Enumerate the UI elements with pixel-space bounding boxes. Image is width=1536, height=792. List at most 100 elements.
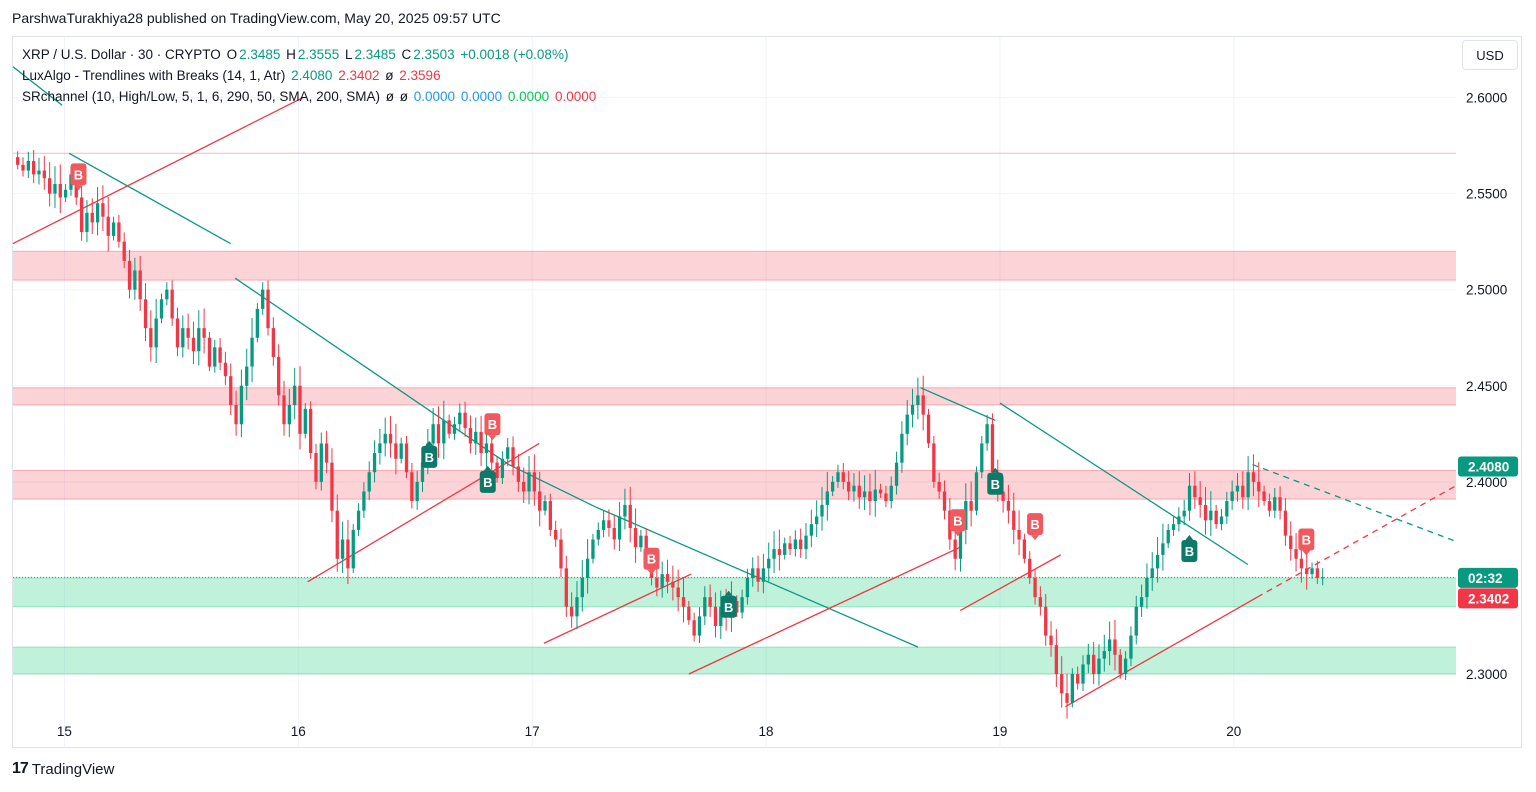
candle-body [207,337,212,367]
candle-body [697,616,702,636]
candle-body [16,157,20,165]
candle-body [37,170,41,175]
candle-body [388,433,393,444]
tradingview-wordmark: TradingView [31,760,115,778]
price-axis: 2.6000 2.5500 2.5000 2.4500 2.4000 2.3000 [1466,91,1507,682]
break-signal-bullish: B [421,440,438,468]
candle-body [1321,577,1325,579]
candle-body [1315,568,1320,578]
candle-body [788,543,792,550]
candle-body [799,539,803,550]
candle-body [239,385,244,425]
candle-body [916,395,920,405]
candle-body [852,485,856,492]
axis-price-label-text: 2.3402 [1468,591,1509,606]
time-tick-label: 16 [291,724,306,739]
legend-luxalgo-row[interactable]: LuxAlgo - Trendlines with Breaks (14, 1,… [22,65,598,86]
candle-body [1123,658,1128,675]
candle-body [793,539,798,550]
candle-body [862,491,867,498]
candle-body [868,491,872,502]
candle-body [1283,510,1288,536]
candle-body [1118,654,1122,675]
candle-body [1134,606,1138,636]
candle-body [1033,577,1037,598]
change-value: +0.0018 (+0.08%) [460,47,569,62]
candle-body [484,443,489,454]
candle-body [575,597,579,617]
trendline [1065,596,1258,708]
trendline [307,442,540,583]
candle-body [218,347,222,363]
candle-body [942,491,947,511]
candle-body [234,404,238,425]
price-tick-label: 2.6000 [1466,91,1507,106]
candle-body [500,458,505,479]
legend-srchannel-row[interactable]: SRchannel (10, High/Low, 5, 1, 6, 290, 5… [22,86,598,107]
candle-body [95,203,100,223]
candle-body [1113,639,1117,655]
candle-body [1161,543,1165,555]
candle-body [1139,597,1144,607]
candle-body [612,527,616,540]
candle-body [1219,516,1224,525]
candle-body [969,501,973,511]
luxalgo-value-4: 2.3596 [399,68,441,83]
candle-body [1198,497,1202,505]
candle-body [585,558,590,578]
legend-symbol-row[interactable]: XRP / U.S. Dollar · 30 · CRYPTO O 2.3485 … [22,44,598,65]
price-labels: 2.4080 02:32 2.3402 [1458,456,1518,609]
candle-body [447,420,451,434]
candle-body [1262,491,1266,502]
candle-body [1289,535,1293,550]
candle-body [1294,549,1298,559]
candle-body [953,539,957,559]
break-signal-bearish: B [70,163,87,191]
currency-button[interactable]: USD [1462,40,1518,70]
candle-body [1060,674,1064,694]
candle-body [1017,529,1021,540]
candle-body [26,160,30,171]
candle-body [703,597,707,617]
luxalgo-value-1: 2.4080 [291,68,333,83]
candle-body [1097,658,1101,675]
luxalgo-value-2: 2.3402 [338,68,380,83]
tradingview-footer[interactable]: 17 TradingView [12,760,114,778]
candle-body [596,529,600,540]
candle-body [591,539,595,559]
candle-body [1187,485,1192,511]
candle-body [181,328,185,348]
price-tick-label: 2.4500 [1466,379,1507,394]
candle-body [974,472,979,511]
candle-body [127,260,132,290]
candle-body [495,462,499,479]
signal-label: B [953,513,962,528]
candle-body [335,510,339,559]
candle-body [165,289,169,300]
candle-body [356,510,361,530]
candle-body [1006,501,1011,511]
candle-body [186,328,190,338]
candle-body [569,606,574,617]
candle-body [79,197,84,233]
candle-body [1086,654,1090,665]
candle-body [1310,568,1314,575]
candle-body [1065,693,1069,703]
candle-body [479,431,483,454]
candle-body [1145,577,1149,598]
signal-label: B [991,477,1000,492]
candle-body [1081,664,1085,684]
candle-body [314,453,318,482]
axis-price-label: 02:32 [1458,567,1518,588]
candle-body [378,443,382,454]
candle-body [282,395,286,425]
break-signal-bullish: B [479,465,496,493]
break-signal-bearish: B [949,509,966,537]
signal-label: B [488,417,497,432]
candle-body [474,431,478,444]
candle-body [772,549,776,559]
sr-zone [13,251,1456,281]
srchannel-value-4: 0.0000 [460,89,503,104]
candle-body [42,170,46,179]
